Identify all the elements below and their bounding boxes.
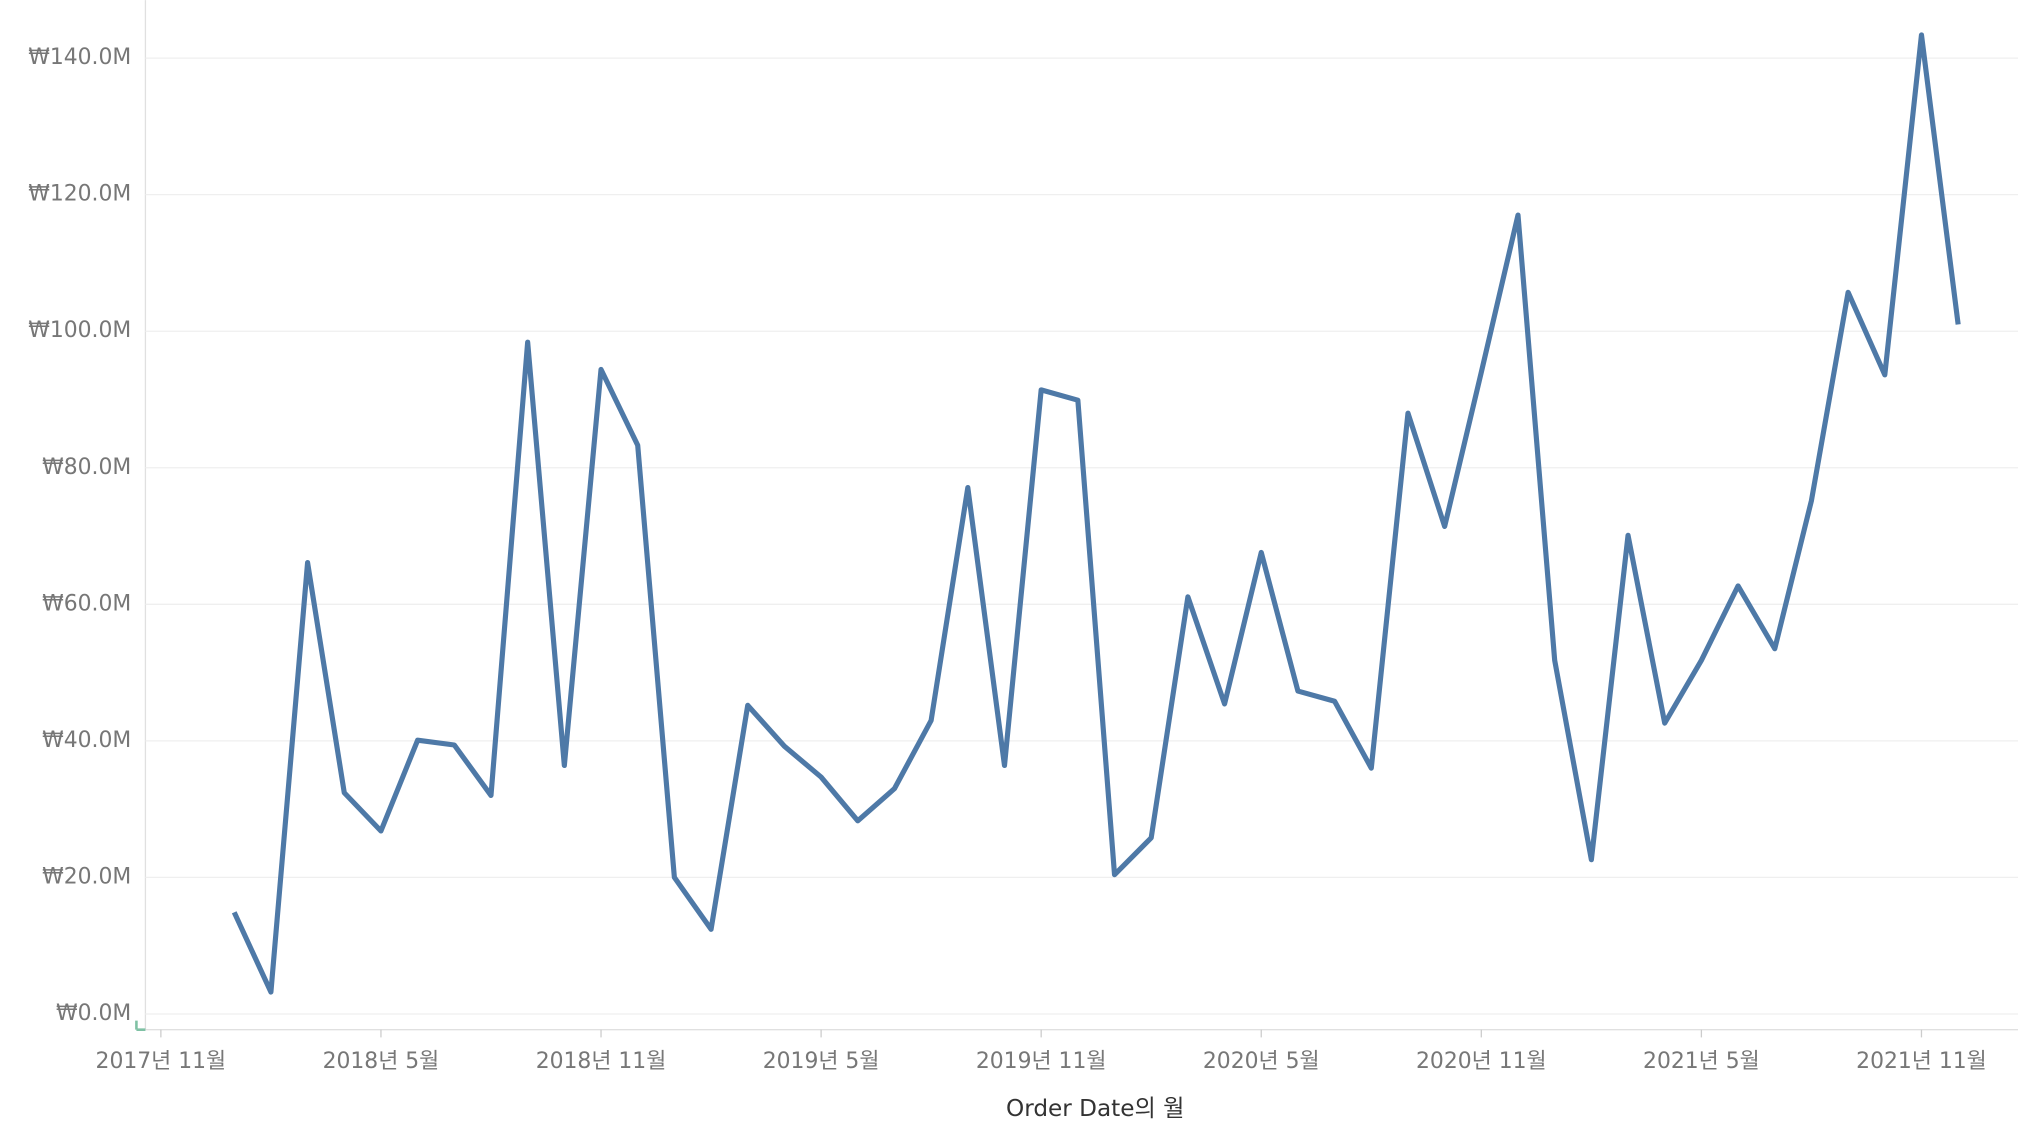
x-tick-label: 2019년 11월 xyxy=(976,1049,1107,1074)
y-tick-label: ₩20.0M xyxy=(42,864,131,889)
x-tick-label: 2020년 5월 xyxy=(1203,1049,1320,1074)
x-tick-label: 2019년 5월 xyxy=(763,1049,880,1074)
x-tick-label: 2017년 11월 xyxy=(96,1049,227,1074)
x-tick-label: 2021년 11월 xyxy=(1856,1049,1987,1074)
y-tick-label: ₩140.0M xyxy=(28,45,131,70)
line-series xyxy=(231,32,1961,995)
y-tick-label: ₩60.0M xyxy=(42,591,131,616)
y-tick-label: ₩0.0M xyxy=(56,1001,131,1026)
x-axis-title: Order Date의 월 xyxy=(1006,1096,1184,1122)
y-tick-label: ₩100.0M xyxy=(28,318,131,343)
y-tick-label: ₩120.0M xyxy=(28,182,131,207)
x-tick-label: 2018년 5월 xyxy=(323,1049,440,1074)
corner-marker xyxy=(135,1020,146,1031)
x-tick-label: 2018년 11월 xyxy=(536,1049,667,1074)
x-tick-label: 2021년 5월 xyxy=(1643,1049,1760,1074)
y-tick-label: ₩80.0M xyxy=(42,455,131,480)
x-tick-label: 2020년 11월 xyxy=(1416,1049,1547,1074)
y-tick-label: ₩40.0M xyxy=(42,728,131,753)
